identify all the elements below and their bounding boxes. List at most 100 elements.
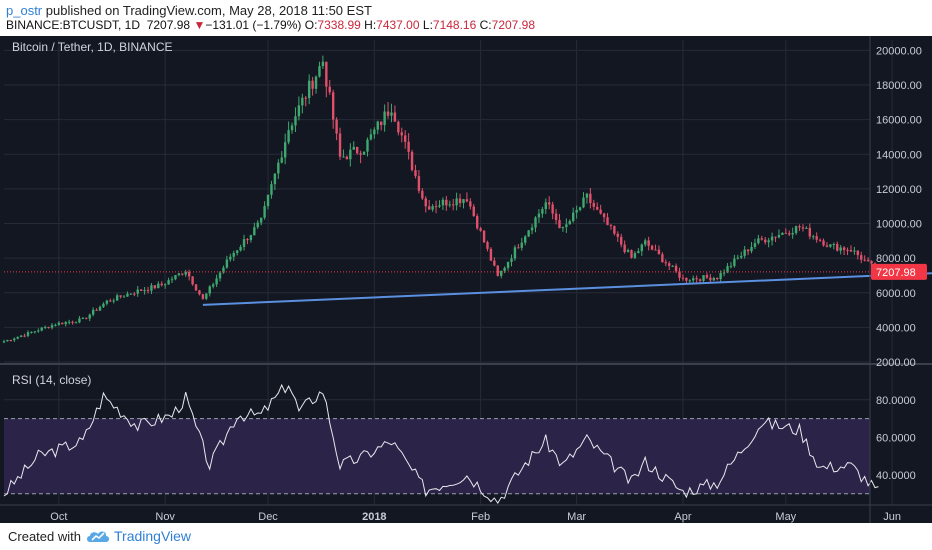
candle-body: [19, 335, 23, 337]
candle-body: [445, 199, 448, 206]
candle-body: [860, 255, 863, 260]
candle-body: [133, 293, 136, 295]
chart-area[interactable]: 2000.00 4000.00 6000.00 8000.00 10000.00 1200…: [0, 36, 932, 523]
candle-body: [722, 272, 726, 274]
candle-body: [596, 206, 599, 210]
candle-body: [856, 250, 860, 256]
candle-body: [266, 194, 270, 207]
open-value: 7338.99: [317, 18, 361, 32]
rsi-tick-label: 40.0000: [876, 470, 916, 482]
candle-body: [815, 236, 818, 240]
rsi-tick-label: 80.0000: [876, 395, 916, 407]
candle-body: [427, 206, 431, 210]
candle-body: [664, 262, 667, 264]
candle-body: [366, 139, 369, 152]
candle-body: [184, 271, 187, 275]
candle-body: [163, 284, 167, 286]
close-label: C:: [479, 18, 492, 32]
down-arrow-icon: ▼: [193, 18, 206, 32]
candle-body: [129, 293, 133, 295]
candle-body: [194, 284, 198, 291]
candle-body: [794, 226, 798, 234]
candle-body: [702, 275, 705, 281]
price-tick-label: 14000.00: [876, 149, 922, 161]
candle-body: [736, 257, 740, 259]
candle-body: [712, 278, 716, 281]
candle-body: [733, 258, 736, 266]
candle-body: [318, 66, 321, 77]
candle-body: [235, 250, 239, 253]
candle-body: [218, 272, 222, 279]
candle-body: [750, 246, 753, 252]
chart-canvas[interactable]: 2000.00 4000.00 6000.00 8000.00 10000.00 1200…: [0, 36, 932, 523]
candle-body: [568, 221, 571, 225]
candle-body: [37, 330, 40, 332]
candle-body: [270, 184, 273, 195]
author-name[interactable]: p_ostr: [6, 3, 43, 18]
candle-body: [26, 332, 30, 336]
candle-body: [338, 133, 342, 157]
candle-body: [572, 212, 575, 222]
candle-body: [13, 338, 16, 341]
candle-body: [253, 227, 256, 236]
candle-body: [160, 283, 163, 286]
candle-body: [400, 132, 403, 136]
candle-body: [698, 279, 702, 281]
candle-body: [54, 324, 57, 326]
candle-body: [105, 300, 109, 304]
candle-body: [657, 249, 661, 255]
last-price: 7207.98: [146, 18, 191, 32]
candle-body: [431, 206, 434, 210]
candle-body: [211, 284, 215, 287]
candle-body: [229, 256, 232, 260]
candle-body: [818, 239, 822, 241]
candle-body: [191, 276, 194, 285]
candle-body: [30, 331, 33, 333]
candle-body: [170, 279, 174, 281]
rsi-tick-label: 60.0000: [876, 432, 916, 444]
candle-body: [85, 317, 88, 319]
price-tick-label: 6000.00: [876, 288, 916, 300]
change-value: −131.01 (−1.79%): [205, 18, 302, 32]
price-tick-label: 16000.00: [876, 115, 922, 127]
candle-body: [43, 326, 47, 328]
publish-info: p_ostr published on TradingView.com, May…: [6, 3, 372, 18]
candle-body: [177, 273, 181, 275]
candle-body: [558, 220, 561, 229]
created-with-label: Created with: [8, 529, 81, 544]
tradingview-cloud-icon[interactable]: [85, 527, 111, 545]
candle-body: [424, 198, 427, 207]
candle-body: [503, 267, 506, 271]
candle-body: [486, 242, 489, 249]
candle-body: [88, 314, 91, 319]
price-tick-label: 2000.00: [876, 357, 916, 369]
low-value: 7148.16: [432, 18, 477, 32]
candle-body: [311, 80, 314, 89]
candle-body: [451, 204, 455, 206]
candle-body: [215, 278, 218, 285]
candle-body: [198, 290, 201, 295]
candle-body: [342, 156, 345, 158]
candle-body: [417, 176, 421, 191]
close-value: 7207.98: [491, 18, 536, 32]
candle-body: [472, 206, 475, 217]
candle-body: [781, 232, 784, 235]
candle-body: [784, 232, 788, 234]
candle-body: [829, 244, 832, 247]
candle-body: [791, 233, 794, 235]
candle-body: [647, 240, 650, 246]
candle-body: [489, 248, 493, 261]
candle-body: [225, 259, 229, 268]
trendline[interactable]: [202, 272, 932, 306]
candle-body: [157, 283, 160, 289]
candle-body: [352, 146, 355, 150]
candle-body: [23, 335, 26, 337]
tradingview-brand[interactable]: TradingView: [114, 528, 192, 544]
candle-body: [836, 243, 839, 251]
candle-body: [143, 290, 146, 292]
rsi-line: [3, 383, 879, 505]
candle-body: [9, 339, 13, 341]
candle-body: [40, 327, 43, 331]
candle-body: [287, 130, 290, 143]
candle-body: [2, 341, 6, 343]
